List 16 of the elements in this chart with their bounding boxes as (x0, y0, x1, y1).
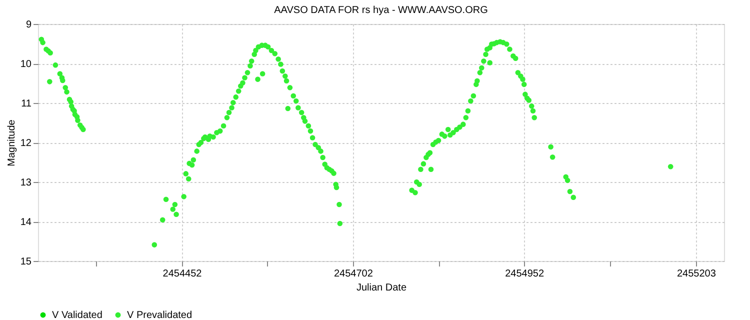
chart-title: AAVSO DATA FOR rs hya - WWW.AAVSO.ORG (274, 5, 488, 16)
y-tick-label: 13 (20, 178, 32, 188)
y-tick-label: 12 (20, 138, 32, 149)
y-tick-label: 10 (20, 59, 32, 70)
y-tick-label: 9 (26, 20, 32, 30)
y-axis-title: Magnitude (6, 119, 18, 166)
y-tick-label: 11 (21, 98, 32, 110)
legend-label: V Validated (52, 310, 102, 320)
legend-label: V Prevalidated (127, 310, 192, 320)
y-tick-label: 15 (20, 256, 32, 268)
x-tick-label: 2454952 (505, 268, 544, 280)
y-tick-label: 14 (20, 217, 32, 228)
x-tick-label: 2455203 (676, 268, 716, 280)
x-tick-label: 2454702 (334, 268, 374, 280)
x-axis-title: Julian Date (356, 282, 407, 294)
x-tick-label: 2454452 (162, 268, 202, 280)
